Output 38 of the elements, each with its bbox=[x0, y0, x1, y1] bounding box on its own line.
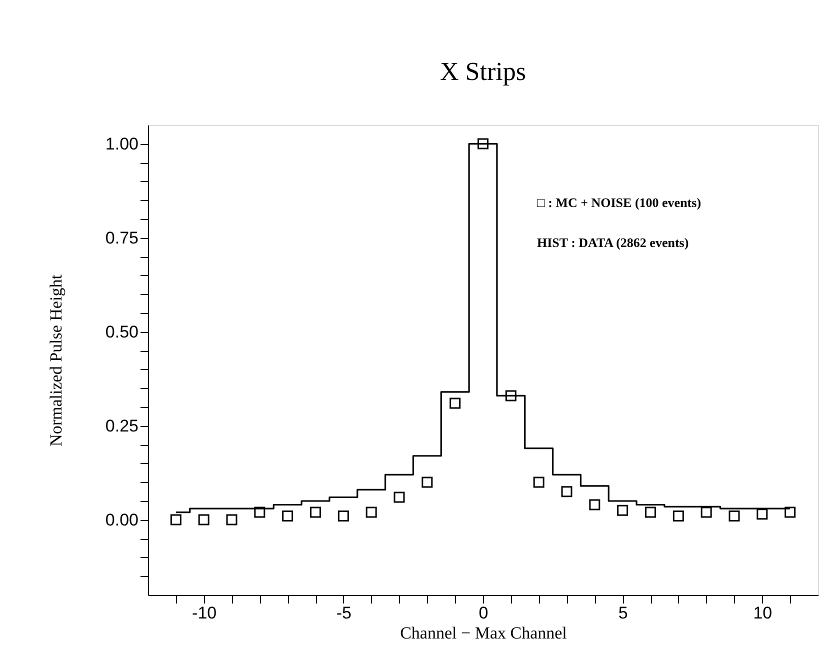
y-tick-label: 0.00 bbox=[105, 510, 138, 530]
point bbox=[478, 138, 488, 150]
x-tick-label: 10 bbox=[753, 604, 772, 622]
y-axis-title: Normalized Pulse Height bbox=[46, 274, 66, 446]
point bbox=[226, 514, 238, 526]
y-tick-label: 0.50 bbox=[105, 322, 138, 342]
x-tick-label: 0 bbox=[478, 604, 488, 622]
point bbox=[338, 510, 349, 522]
point bbox=[589, 499, 600, 510]
x-tick-label: 5 bbox=[618, 604, 628, 622]
x-axis-title: Channel − Max Channel bbox=[400, 624, 568, 642]
y-tick-label: 0.75 bbox=[105, 228, 138, 248]
point bbox=[505, 390, 516, 402]
chart-title: X Strips bbox=[440, 57, 526, 86]
y-tick-label: 0.25 bbox=[105, 416, 138, 436]
point bbox=[645, 506, 656, 518]
point bbox=[756, 508, 768, 520]
point bbox=[282, 510, 294, 522]
point bbox=[728, 510, 740, 522]
point bbox=[170, 514, 182, 526]
point bbox=[617, 504, 628, 516]
point bbox=[700, 506, 712, 518]
point bbox=[366, 506, 377, 518]
point bbox=[254, 506, 266, 518]
point bbox=[561, 486, 572, 498]
point bbox=[533, 476, 544, 488]
annotation: □ : MC + NOISE (100 events) bbox=[537, 195, 702, 210]
annotation: HIST : DATA (2862 events) bbox=[537, 235, 689, 250]
point bbox=[422, 476, 433, 488]
point bbox=[450, 398, 461, 409]
point bbox=[672, 510, 684, 522]
point bbox=[394, 492, 405, 503]
x-tick-label: -5 bbox=[336, 604, 352, 622]
y-tick-label: 1.00 bbox=[105, 134, 138, 154]
x-tick-label: -10 bbox=[192, 604, 217, 622]
point bbox=[310, 506, 321, 518]
point bbox=[784, 506, 796, 518]
point bbox=[198, 514, 210, 526]
